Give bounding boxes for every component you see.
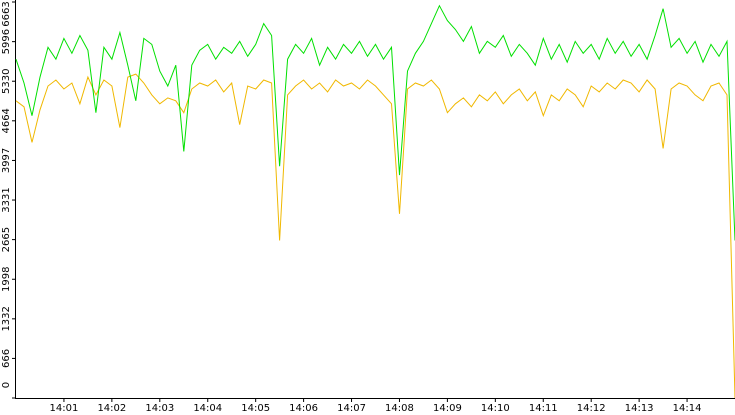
x-tick-label: 14:01 <box>50 403 79 414</box>
y-tick-label: 666 <box>1 349 12 368</box>
series-line <box>15 73 735 399</box>
y-tick-label: 4664 <box>1 108 12 133</box>
x-tick-label: 14:12 <box>577 403 606 414</box>
x-tick-label: 14:05 <box>241 403 270 414</box>
x-tick-label: 14:13 <box>625 403 654 414</box>
x-tick-label: 14:04 <box>193 403 222 414</box>
x-tick-label: 14:11 <box>529 403 558 414</box>
y-tick-label: 5330 <box>1 68 12 93</box>
x-tick-label: 14:03 <box>145 403 174 414</box>
x-tick-label: 14:09 <box>433 403 462 414</box>
y-tick-label: 0 <box>1 382 12 388</box>
x-tick-label: 14:07 <box>337 403 366 414</box>
y-tick-label: 1998 <box>1 267 12 292</box>
x-tick-label: 14:06 <box>289 403 318 414</box>
y-tick-label: 3331 <box>1 187 12 212</box>
y-tick-label: 6663 <box>1 1 12 26</box>
x-tick-label: 14:10 <box>481 403 510 414</box>
x-tick-label: 14:14 <box>673 403 702 414</box>
x-tick-label: 14:08 <box>385 403 414 414</box>
y-tick-label: 1332 <box>1 306 12 331</box>
series-line <box>15 4 735 241</box>
x-tick-label: 14:02 <box>97 403 126 414</box>
y-tick-label: 2665 <box>1 227 12 252</box>
y-tick-label: 3997 <box>1 148 12 173</box>
y-tick-label: 5996 <box>1 29 12 54</box>
